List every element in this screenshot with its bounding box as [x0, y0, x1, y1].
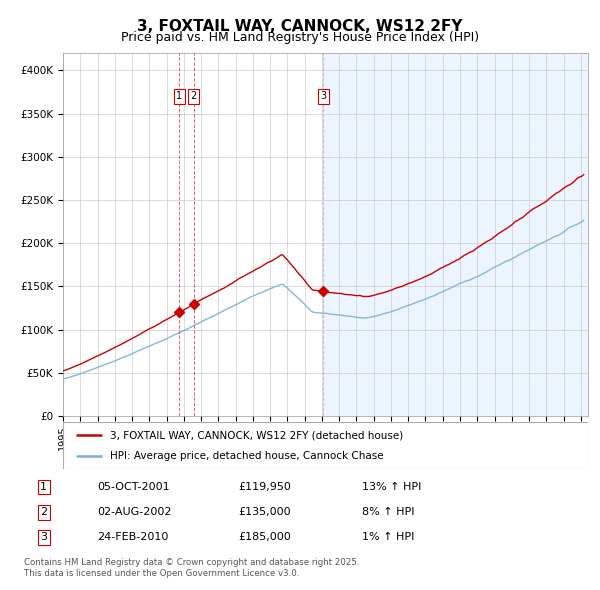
Text: HPI: Average price, detached house, Cannock Chase: HPI: Average price, detached house, Cann… [110, 451, 384, 461]
Text: £119,950: £119,950 [238, 482, 291, 492]
Text: 3, FOXTAIL WAY, CANNOCK, WS12 2FY (detached house): 3, FOXTAIL WAY, CANNOCK, WS12 2FY (detac… [110, 430, 404, 440]
FancyBboxPatch shape [63, 422, 588, 469]
Text: 3: 3 [40, 532, 47, 542]
Text: 1: 1 [176, 91, 182, 101]
Text: 02-AUG-2002: 02-AUG-2002 [97, 507, 172, 517]
Text: 8% ↑ HPI: 8% ↑ HPI [362, 507, 415, 517]
Text: 13% ↑ HPI: 13% ↑ HPI [362, 482, 422, 492]
Text: Price paid vs. HM Land Registry's House Price Index (HPI): Price paid vs. HM Land Registry's House … [121, 31, 479, 44]
Text: Contains HM Land Registry data © Crown copyright and database right 2025.: Contains HM Land Registry data © Crown c… [24, 558, 359, 567]
Text: 2: 2 [191, 91, 197, 101]
Text: 2: 2 [40, 507, 47, 517]
Text: 1: 1 [40, 482, 47, 492]
Text: 05-OCT-2001: 05-OCT-2001 [97, 482, 170, 492]
Bar [323, 53, 588, 416]
Text: 24-FEB-2010: 24-FEB-2010 [97, 532, 169, 542]
Text: £185,000: £185,000 [238, 532, 291, 542]
Text: 3, FOXTAIL WAY, CANNOCK, WS12 2FY: 3, FOXTAIL WAY, CANNOCK, WS12 2FY [137, 19, 463, 34]
Text: 1% ↑ HPI: 1% ↑ HPI [362, 532, 415, 542]
Text: 3: 3 [320, 91, 326, 101]
Text: This data is licensed under the Open Government Licence v3.0.: This data is licensed under the Open Gov… [24, 569, 299, 578]
Text: £135,000: £135,000 [238, 507, 291, 517]
